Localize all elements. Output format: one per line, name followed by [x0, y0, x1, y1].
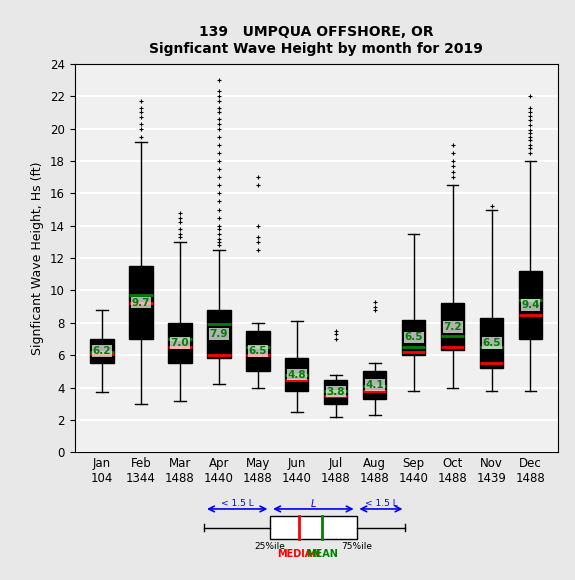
- Text: 6.5: 6.5: [404, 332, 423, 342]
- Text: 6.5: 6.5: [248, 346, 267, 356]
- Text: 9.4: 9.4: [521, 300, 540, 310]
- Text: MEAN: MEAN: [306, 549, 338, 559]
- PathPatch shape: [363, 371, 386, 399]
- Text: L: L: [310, 499, 316, 509]
- Y-axis label: Signficant Wave Height, Hs (ft): Signficant Wave Height, Hs (ft): [32, 161, 44, 355]
- Text: MEDIAN: MEDIAN: [277, 549, 321, 559]
- PathPatch shape: [168, 323, 191, 363]
- PathPatch shape: [285, 358, 308, 391]
- Text: 7.9: 7.9: [210, 329, 228, 339]
- Text: 6.2: 6.2: [93, 346, 112, 356]
- PathPatch shape: [246, 331, 270, 371]
- PathPatch shape: [480, 318, 503, 368]
- Text: 75%ile: 75%ile: [341, 542, 372, 551]
- Text: 4.1: 4.1: [365, 380, 384, 390]
- PathPatch shape: [519, 271, 542, 339]
- Text: 7.2: 7.2: [443, 322, 462, 332]
- PathPatch shape: [129, 266, 152, 339]
- PathPatch shape: [207, 310, 231, 358]
- PathPatch shape: [402, 320, 426, 355]
- Text: 9.7: 9.7: [132, 298, 150, 307]
- Text: 3.8: 3.8: [327, 387, 345, 397]
- Text: < 1.5 L: < 1.5 L: [221, 499, 254, 509]
- Text: 7.0: 7.0: [171, 338, 189, 348]
- PathPatch shape: [90, 339, 114, 363]
- PathPatch shape: [324, 379, 347, 404]
- PathPatch shape: [441, 303, 464, 350]
- Text: 4.8: 4.8: [288, 369, 306, 380]
- Title: 139   UMPQUA OFFSHORE, OR
Signficant Wave Height by month for 2019: 139 UMPQUA OFFSHORE, OR Signficant Wave …: [150, 26, 483, 56]
- Text: 6.5: 6.5: [482, 338, 501, 348]
- Text: < 1.5 L: < 1.5 L: [365, 499, 397, 509]
- Bar: [270, 516, 356, 539]
- Text: 25%ile: 25%ile: [255, 542, 286, 551]
